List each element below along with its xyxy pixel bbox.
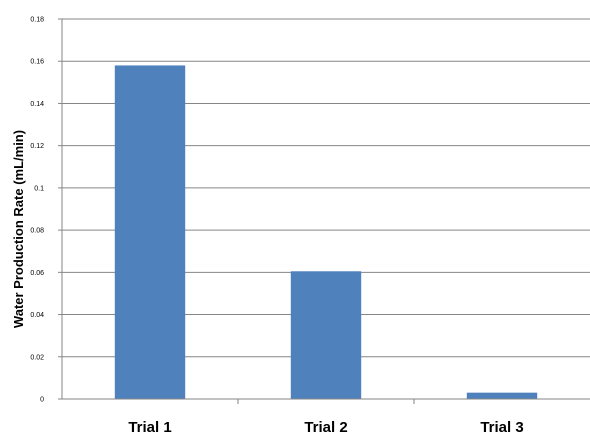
y-tick-label: 0.12 <box>30 143 44 150</box>
y-tick-label: 0.04 <box>30 312 44 319</box>
y-tick-label: 0.18 <box>30 17 44 24</box>
y-tick-label: 0.1 <box>34 185 44 192</box>
bar <box>290 271 362 399</box>
y-tick-labels: 0 0.02 0.04 0.06 0.08 0.1 0.12 0.14 0.16 0.18 <box>30 17 62 404</box>
bar <box>114 65 186 399</box>
x-category-label: Trial 1 <box>128 419 171 436</box>
y-tick-label: 0.16 <box>30 59 44 66</box>
bars <box>114 65 538 399</box>
y-tick-label: 0.14 <box>30 101 44 108</box>
y-axis-title: Water Production Rate (mL/min) <box>11 130 26 328</box>
y-tick-label: 0.08 <box>30 228 44 235</box>
x-category-label: Trial 2 <box>304 419 347 436</box>
bar <box>466 392 538 399</box>
y-tick-label: 0.06 <box>30 270 44 277</box>
y-tick-label: 0.02 <box>30 354 44 361</box>
axes <box>61 19 590 400</box>
x-category-labels: Trial 1 Trial 2 Trial 3 <box>128 399 524 436</box>
x-category-label: Trial 3 <box>480 419 523 436</box>
y-tick-label: 0 <box>40 397 44 404</box>
